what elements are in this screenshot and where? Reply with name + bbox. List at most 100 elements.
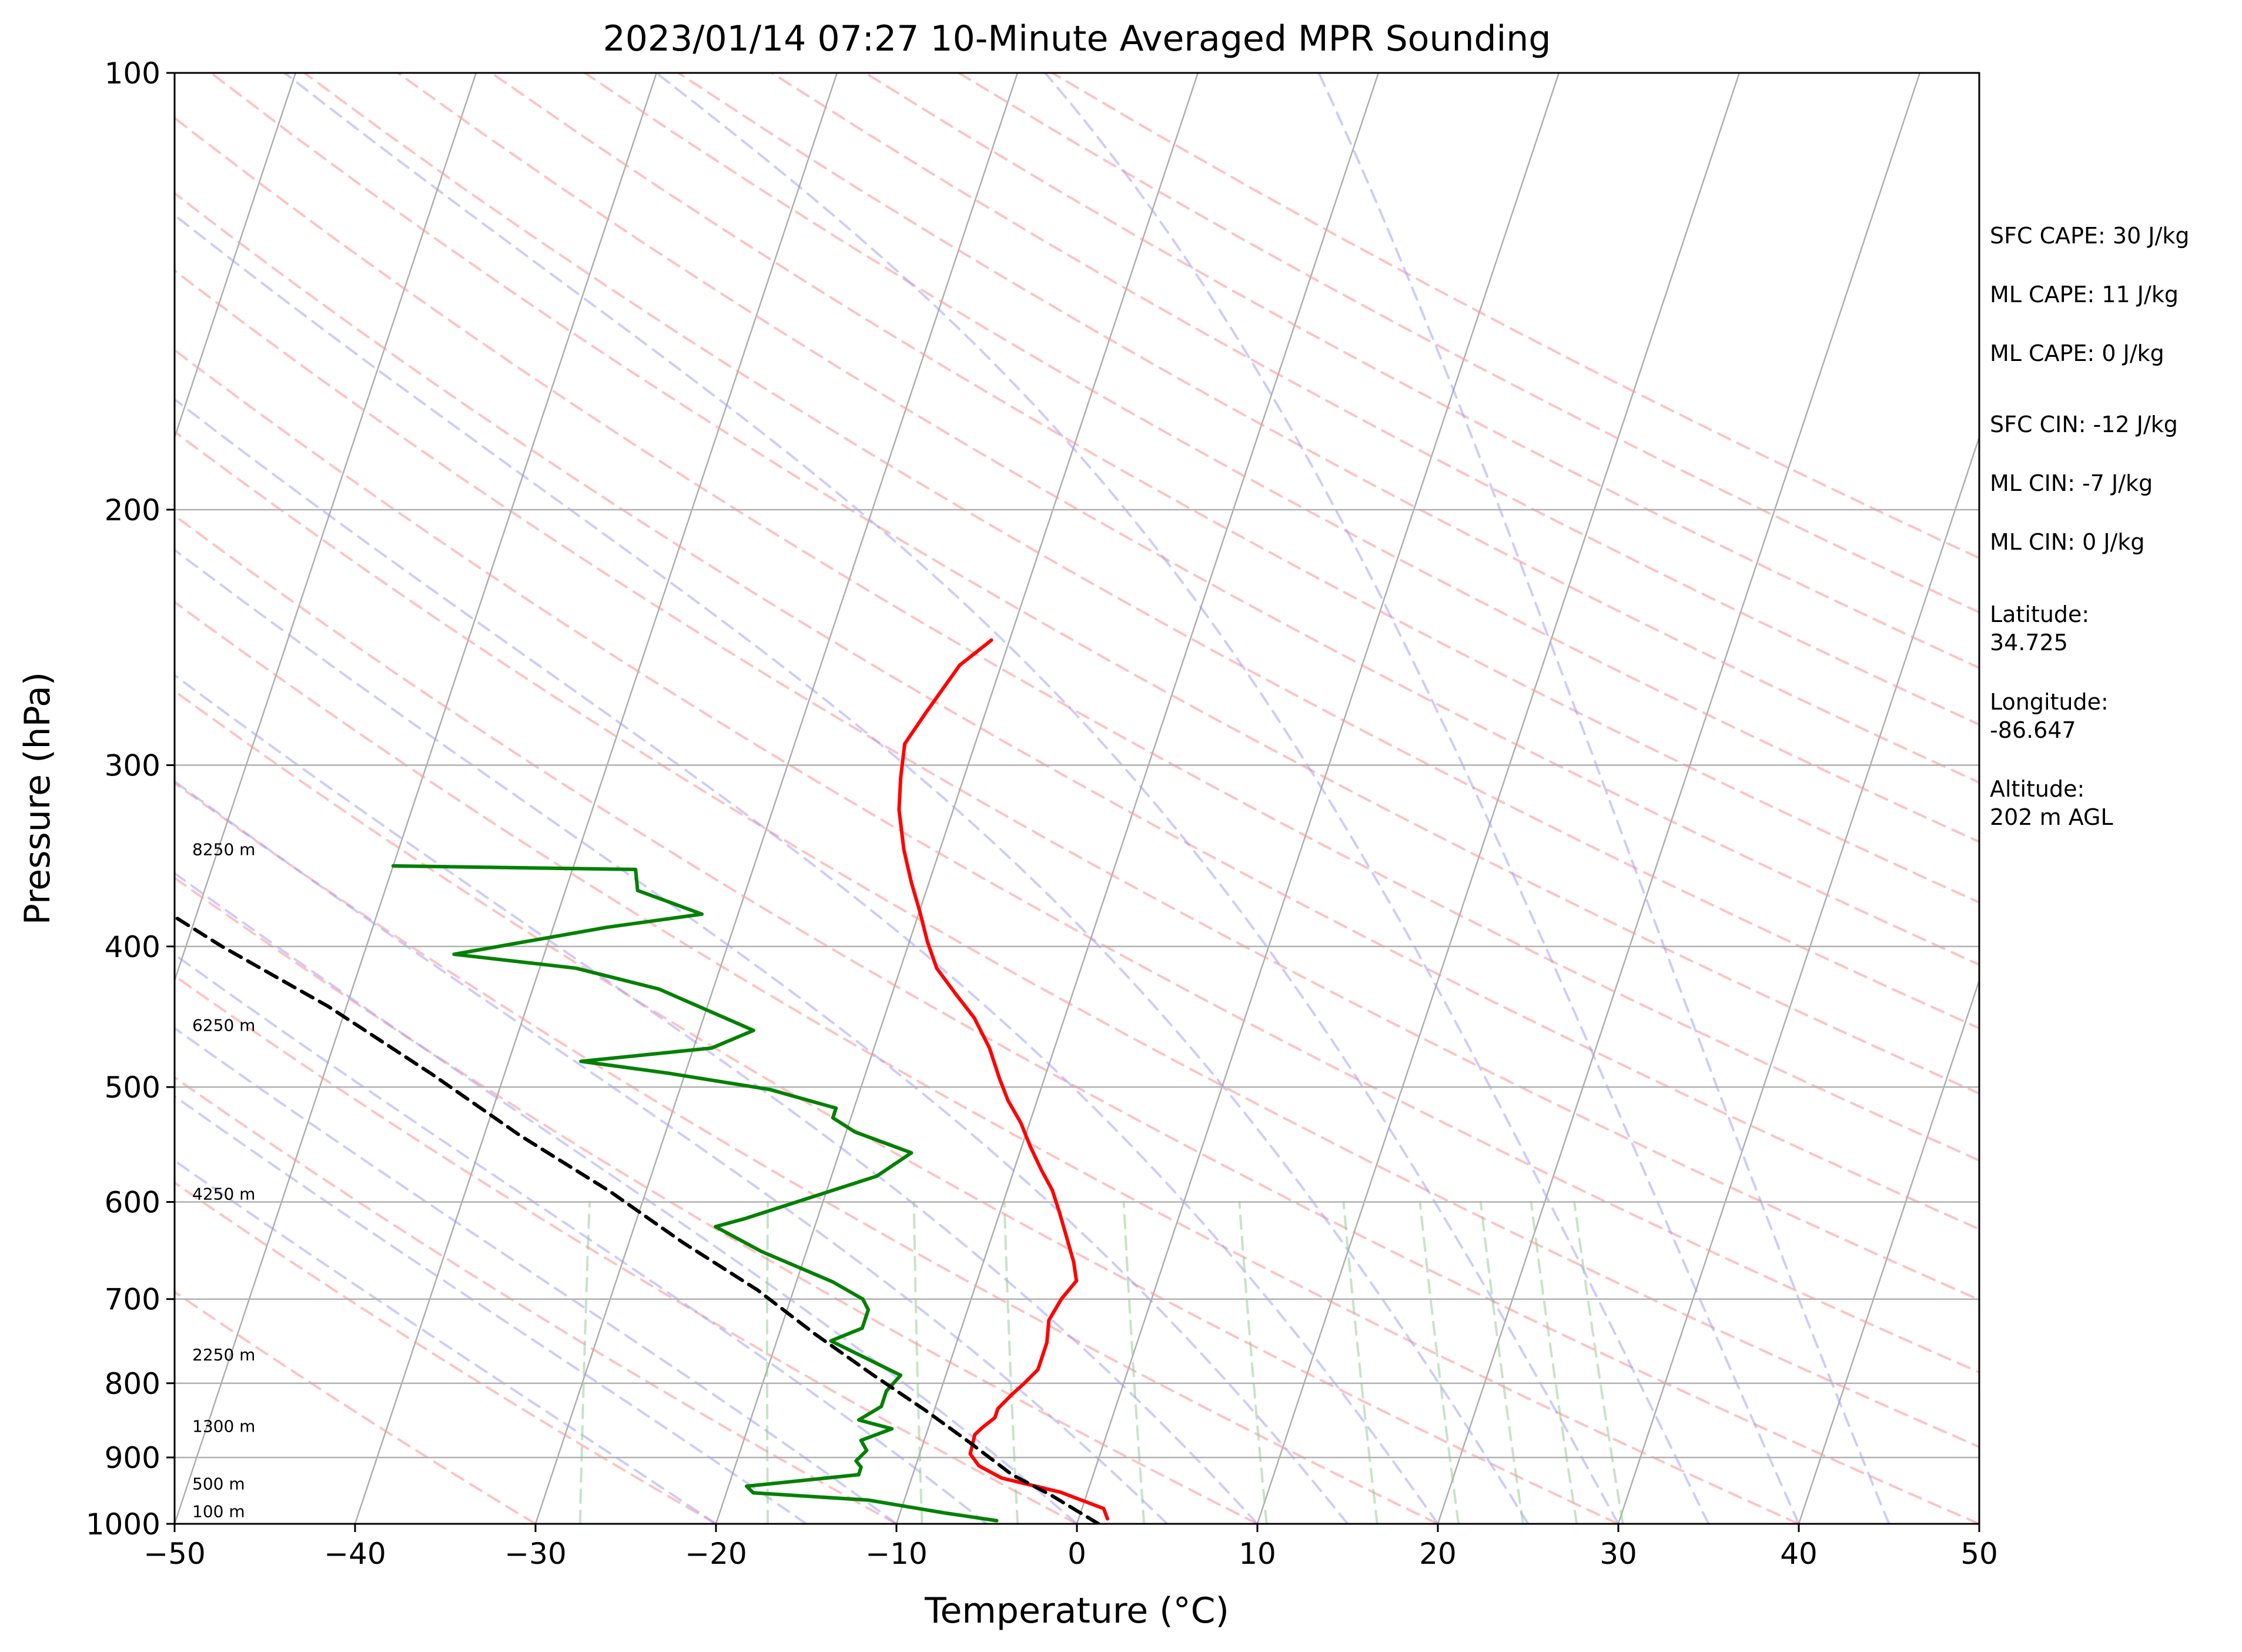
y-tick-label: 100 xyxy=(105,56,160,91)
dry-adiabat-line xyxy=(175,974,1078,1524)
x-tick-label: −10 xyxy=(865,1537,928,1571)
x-tick-label: −20 xyxy=(685,1537,747,1571)
moist-adiabat-line xyxy=(175,1095,808,1524)
isotherm-line xyxy=(175,73,658,1524)
longitude-value: -86.647 xyxy=(1990,717,2076,743)
y-axis-ticks: 1000 900 800 700 600 500 400 300 200 100 xyxy=(86,56,175,1541)
moist-adiabat-line xyxy=(175,1026,898,1524)
isotherm-line xyxy=(1437,73,1921,1524)
sfc-cape-label: SFC CAPE: 30 J/kg xyxy=(1990,223,2190,249)
moist-adiabat-line xyxy=(1044,73,1800,1524)
y-tick-label: 400 xyxy=(105,930,160,964)
height-label: 1300 m xyxy=(192,1417,255,1436)
isotherm-line xyxy=(715,73,1199,1524)
x-axis-ticks: −50 −40 −30 −20 −10 0 10 20 30 40 50 xyxy=(143,1524,1998,1571)
height-label: 4250 m xyxy=(192,1184,255,1203)
y-tick-label: 900 xyxy=(105,1441,160,1475)
ml-cape-label-2: ML CAPE: 0 J/kg xyxy=(1990,340,2164,366)
dry-adiabat-line xyxy=(175,1076,898,1524)
moist-adiabat-line xyxy=(1317,73,1890,1524)
dry-adiabat-line xyxy=(175,600,1800,1524)
dry-adiabat-line xyxy=(175,690,1619,1524)
isotherm-line xyxy=(1798,978,1979,1524)
longitude-heading: Longitude: xyxy=(1990,689,2109,715)
annotation-panel: SFC CAPE: 30 J/kg ML CAPE: 11 J/kg ML CA… xyxy=(1990,223,2190,830)
moist-adiabat-line xyxy=(283,73,1619,1524)
mixing-ratio-line xyxy=(1530,1200,1578,1524)
x-tick-label: 50 xyxy=(1960,1537,1998,1571)
isotherm-line xyxy=(1617,434,1979,1524)
mixing-ratio-line xyxy=(1418,1200,1460,1524)
moist-adiabat-line xyxy=(175,397,1439,1524)
height-label: 500 m xyxy=(192,1474,245,1493)
moist-adiabat-line xyxy=(175,548,1349,1524)
isotherm-line xyxy=(175,73,477,983)
y-tick-label: 200 xyxy=(105,493,160,527)
isotherm-line xyxy=(354,73,838,1524)
moist-adiabat-lines xyxy=(175,73,1890,1524)
ml-cin-label: ML CIN: -7 J/kg xyxy=(1990,470,2153,496)
moist-adiabat-line xyxy=(175,871,1078,1524)
dry-adiabat-line xyxy=(175,876,1259,1524)
latitude-value: 34.725 xyxy=(1990,630,2068,656)
x-tick-label: 40 xyxy=(1780,1537,1818,1571)
height-labels: 100 m 500 m 1300 m 2250 m 4250 m 6250 m 8250 m xyxy=(192,840,255,1521)
isotherm-line xyxy=(1256,73,1741,1524)
pressure-gridlines xyxy=(175,73,1979,1524)
y-tick-label: 1000 xyxy=(86,1507,160,1541)
sfc-cin-label: SFC CIN: -12 J/kg xyxy=(1990,412,2178,437)
dry-adiabat-line xyxy=(864,73,1979,670)
dry-adiabat-line xyxy=(175,1290,537,1524)
altitude-value: 202 m AGL xyxy=(1990,804,2113,830)
height-label: 8250 m xyxy=(192,840,255,860)
height-label: 2250 m xyxy=(192,1345,255,1365)
moist-adiabat-line xyxy=(175,213,1530,1524)
moist-adiabat-line xyxy=(175,673,1259,1524)
y-axis-label: Pressure (hPa) xyxy=(17,672,58,925)
mixing-ratio-line xyxy=(1342,1200,1378,1524)
x-tick-label: 10 xyxy=(1239,1537,1276,1571)
y-tick-label: 700 xyxy=(105,1283,160,1317)
chart-title: 2023/01/14 07:27 10-Minute Averaged MPR … xyxy=(603,18,1551,59)
x-axis-label: Temperature (°C) xyxy=(924,1590,1229,1631)
dry-adiabat-line xyxy=(175,116,1979,1162)
isotherm-line xyxy=(1076,73,1560,1524)
dry-adiabat-line xyxy=(175,269,1979,1301)
dry-adiabat-line xyxy=(584,73,1979,844)
mixing-ratio-line xyxy=(1479,1200,1524,1524)
altitude-heading: Altitude: xyxy=(1990,776,2084,802)
temperature-profile-line xyxy=(897,638,1109,1521)
y-tick-label: 800 xyxy=(105,1367,160,1401)
dry-adiabat-line xyxy=(771,73,1979,726)
dry-adiabat-lines xyxy=(175,73,1979,1524)
height-label: 6250 m xyxy=(192,1016,255,1035)
height-label: 100 m xyxy=(192,1502,245,1521)
y-tick-label: 300 xyxy=(105,749,160,783)
dry-adiabat-line xyxy=(175,1181,717,1524)
x-tick-label: −40 xyxy=(324,1537,386,1571)
ml-cape-label: ML CAPE: 11 J/kg xyxy=(1990,282,2179,307)
sounding-series xyxy=(175,638,1109,1524)
parcel-profile-line xyxy=(175,914,1100,1524)
isotherm-line xyxy=(175,73,297,440)
moist-adiabat-line xyxy=(655,73,1710,1524)
x-tick-label: 0 xyxy=(1068,1537,1086,1571)
isotherm-line xyxy=(534,73,1019,1524)
dry-adiabat-line xyxy=(209,73,1979,1095)
x-tick-label: 30 xyxy=(1599,1537,1637,1571)
y-tick-label: 600 xyxy=(105,1185,160,1219)
dewpoint-profile-line xyxy=(391,864,999,1523)
moist-adiabat-line xyxy=(175,953,988,1524)
x-tick-label: −50 xyxy=(143,1537,206,1571)
mixing-ratio-line xyxy=(1238,1200,1268,1524)
moist-adiabat-line xyxy=(175,780,1169,1524)
mixing-ratio-line xyxy=(1573,1200,1624,1524)
dry-adiabat-line xyxy=(396,73,1979,966)
dry-adiabat-line xyxy=(175,192,1979,1230)
x-tick-label: −30 xyxy=(504,1537,567,1571)
ml-cin-label-2: ML CIN: 0 J/kg xyxy=(1990,529,2144,555)
dry-adiabat-line xyxy=(175,430,1979,1449)
dry-adiabat-line xyxy=(303,73,1979,1030)
